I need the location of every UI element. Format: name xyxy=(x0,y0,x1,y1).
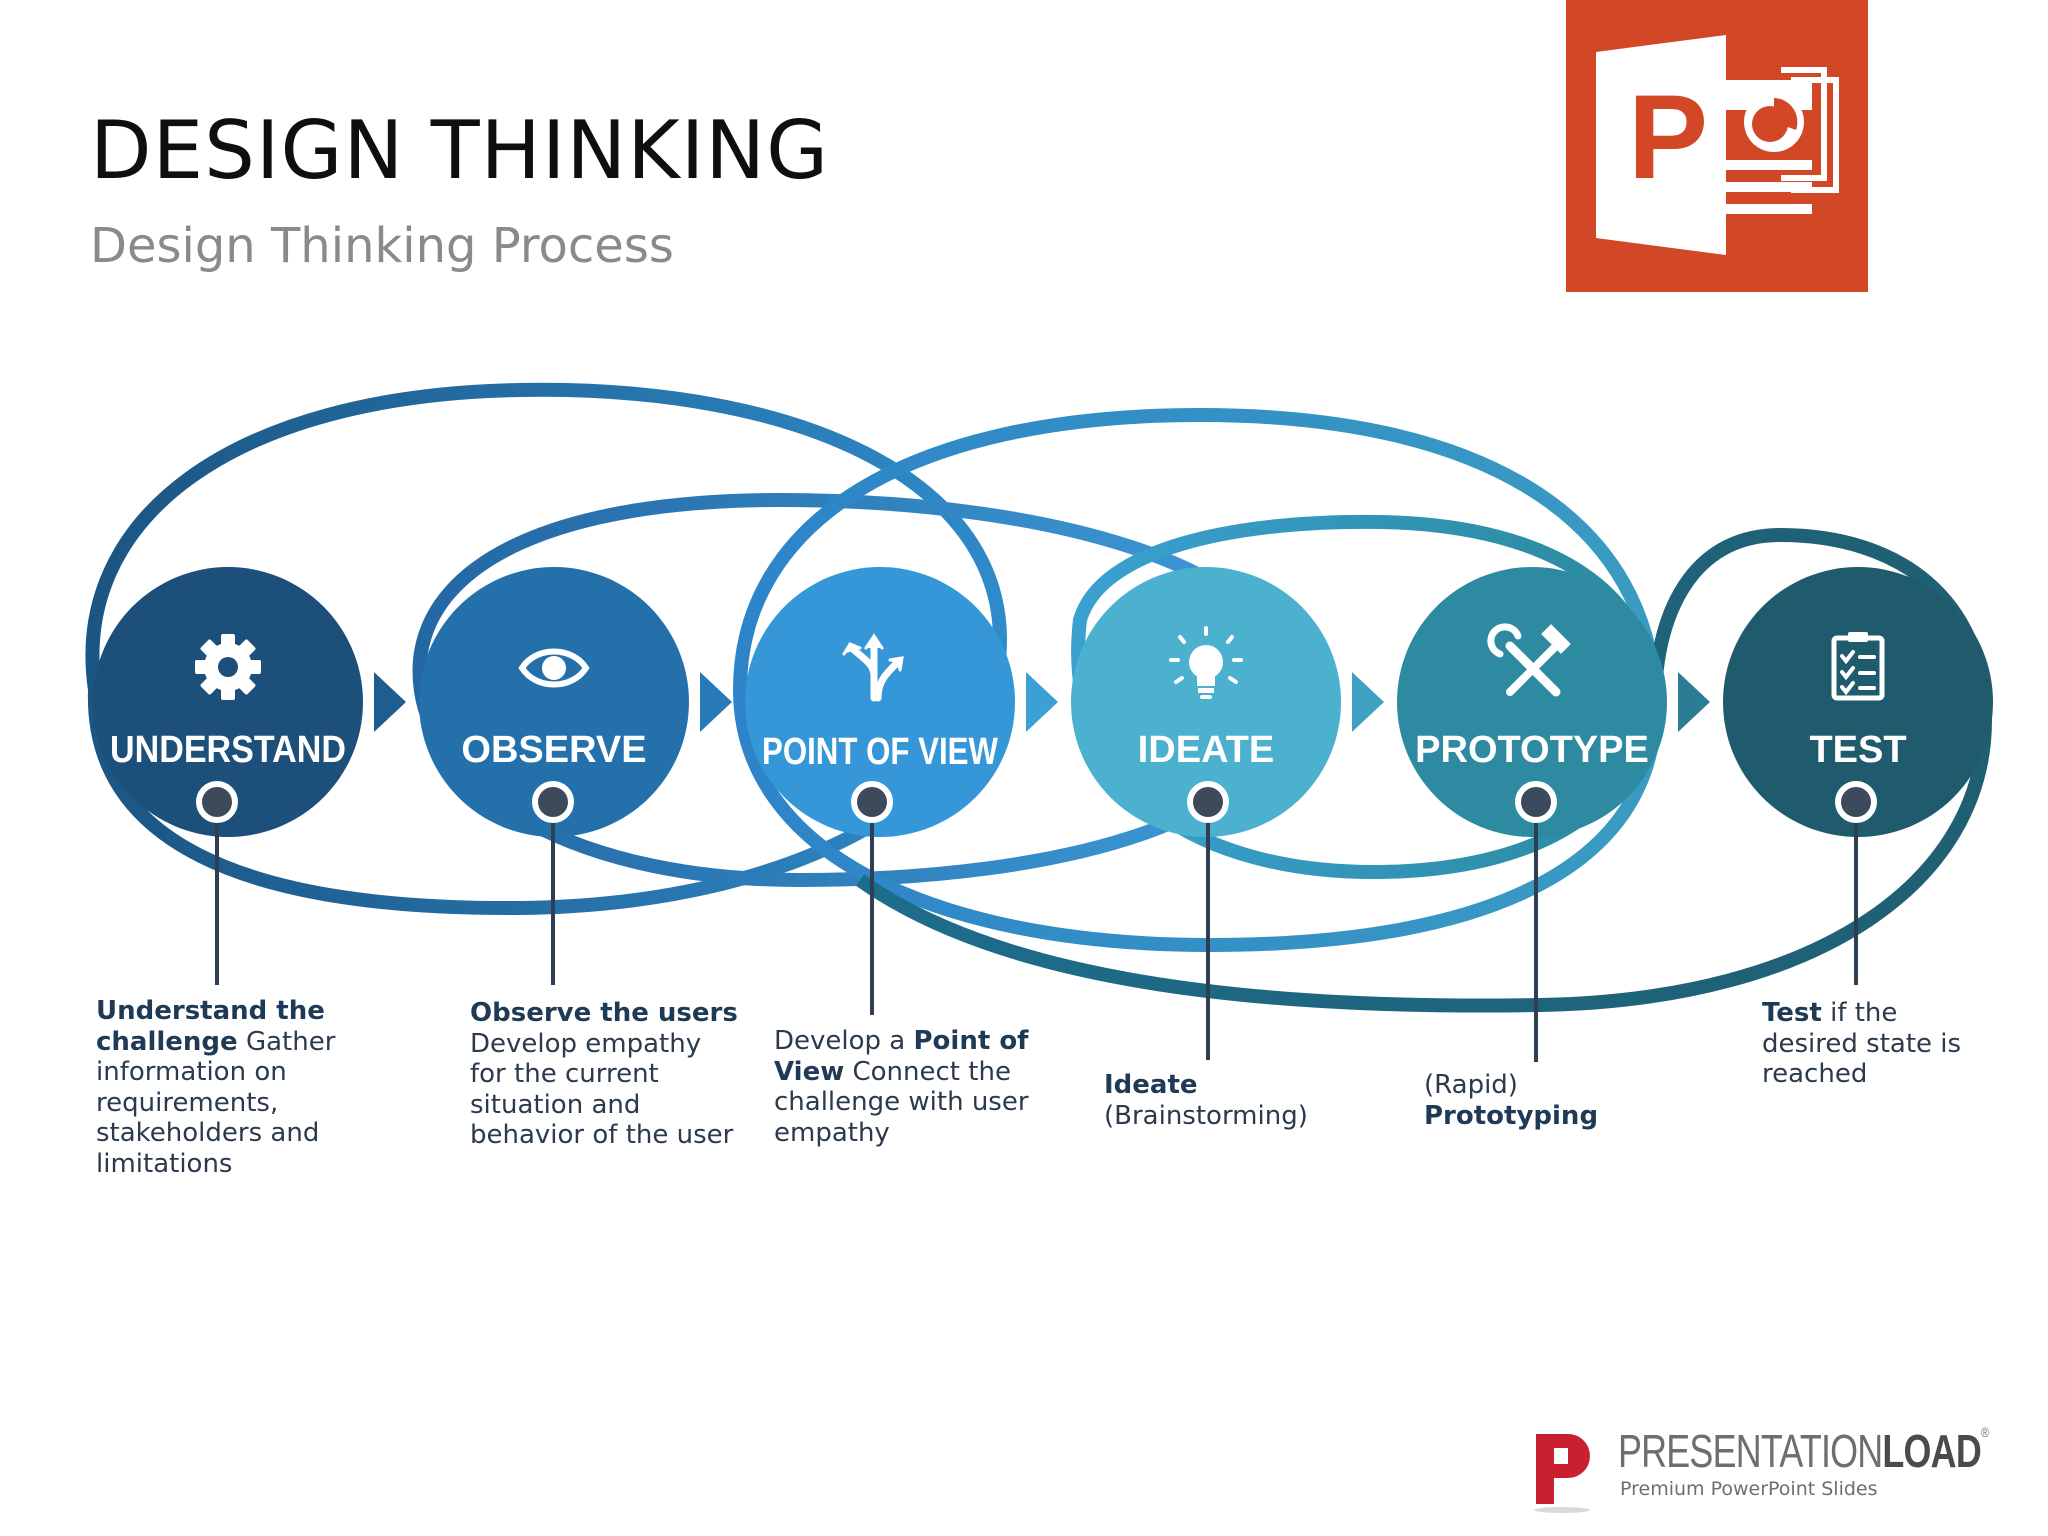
loop-pov-test xyxy=(855,527,1993,1013)
powerpoint-logo-page xyxy=(1596,35,1726,255)
description-understand: Understand the challenge Gather informat… xyxy=(96,996,336,1179)
brand-name: PRESENTATIONLOAD® xyxy=(1618,1424,1989,1478)
description-text: (Brainstorming) xyxy=(1104,1100,1308,1131)
gear-icon xyxy=(195,634,261,700)
arrow-3 xyxy=(1026,672,1058,732)
step-prototype[interactable]: PROTOTYPE xyxy=(1397,567,1667,837)
lightbulb-icon xyxy=(1169,626,1243,699)
step-arrows xyxy=(374,672,1710,732)
arrow-5 xyxy=(1678,672,1710,732)
arrow-4 xyxy=(1352,672,1384,732)
brand-name-bold: LOAD xyxy=(1882,1425,1981,1477)
step-test[interactable]: TEST xyxy=(1723,567,1993,837)
steps: UNDERSTAND OBSERVE xyxy=(93,567,1993,837)
description-text: if the desired state is reached xyxy=(1762,998,1962,1089)
page-subtitle: Design Thinking Process xyxy=(90,218,674,274)
connector-understand xyxy=(196,781,238,985)
presentationload-branding: PRESENTATIONLOAD® Premium PowerPoint Sli… xyxy=(1528,1424,2028,1514)
page-title: DESIGN THINKING xyxy=(90,104,830,197)
step-circle xyxy=(93,567,363,837)
step-label: TEST xyxy=(1809,729,1906,771)
tools-icon xyxy=(1487,623,1571,697)
step-label: IDEATE xyxy=(1138,729,1275,771)
step-label: PROTOTYPE xyxy=(1415,729,1649,771)
description-test: Test if the desired state is reached xyxy=(1762,998,1982,1090)
step-point-of-view[interactable]: POINT OF VIEW xyxy=(745,567,1015,837)
connector-point-of-view xyxy=(851,781,893,1015)
step-observe[interactable]: OBSERVE xyxy=(419,567,689,837)
description-text: Develop empathy for the current situatio… xyxy=(470,1028,734,1151)
description-prefix: Develop a xyxy=(774,1026,914,1056)
arrow-2 xyxy=(700,672,732,732)
description-emphasis: Ideate xyxy=(1104,1070,1198,1100)
step-label: UNDERSTAND xyxy=(110,729,346,771)
brand-name-light: PRESENTATION xyxy=(1618,1425,1883,1477)
description-prototype: (Rapid) Prototyping xyxy=(1424,1070,1598,1131)
description-emphasis: Point of View xyxy=(774,1026,1029,1087)
loop-understand-pov xyxy=(85,382,1008,916)
arrow-1 xyxy=(374,672,406,732)
description-ideate: Ideate (Brainstorming) xyxy=(1104,1070,1324,1131)
split-arrows-icon xyxy=(842,633,904,702)
connector-ideate xyxy=(1187,781,1229,1060)
step-understand[interactable]: UNDERSTAND xyxy=(93,567,363,837)
description-emphasis: Test xyxy=(1762,998,1822,1028)
step-label: POINT OF VIEW xyxy=(762,731,998,773)
step-label: OBSERVE xyxy=(461,729,646,771)
description-text: Gather information on requirements, stak… xyxy=(96,1026,336,1179)
checklist-icon xyxy=(1831,632,1885,701)
description-prefix: (Rapid) xyxy=(1424,1070,1518,1100)
step-ideate[interactable]: IDEATE xyxy=(1071,567,1341,837)
brand-tagline: Premium PowerPoint Slides xyxy=(1620,1478,1878,1500)
description-emphasis: Observe the users xyxy=(470,998,738,1028)
step-circle xyxy=(745,567,1015,837)
step-circle xyxy=(419,567,689,837)
presentationload-logo-icon xyxy=(1534,1434,1590,1513)
description-text: Connect the challenge with user empathy xyxy=(774,1056,1029,1148)
step-circle xyxy=(1723,567,1993,837)
connector-test xyxy=(1835,781,1877,985)
step-circle xyxy=(1397,567,1667,837)
description-emphasis: Prototyping xyxy=(1424,1100,1599,1131)
powerpoint-logo-letter: P xyxy=(1628,70,1708,204)
description-point-of-view: Develop a Point of View Connect the chal… xyxy=(774,1026,1044,1148)
eye-icon xyxy=(518,648,590,688)
description-emphasis: Understand the challenge xyxy=(96,996,325,1057)
step-circle xyxy=(1071,567,1341,837)
connector-prototype xyxy=(1515,781,1557,1062)
description-observe: Observe the users Develop empathy for th… xyxy=(470,998,740,1151)
connector-observe xyxy=(532,781,574,985)
brand-registered-mark: ® xyxy=(1980,1424,1989,1440)
powerpoint-logo: P xyxy=(1566,0,1868,292)
connectors xyxy=(196,781,1877,1062)
